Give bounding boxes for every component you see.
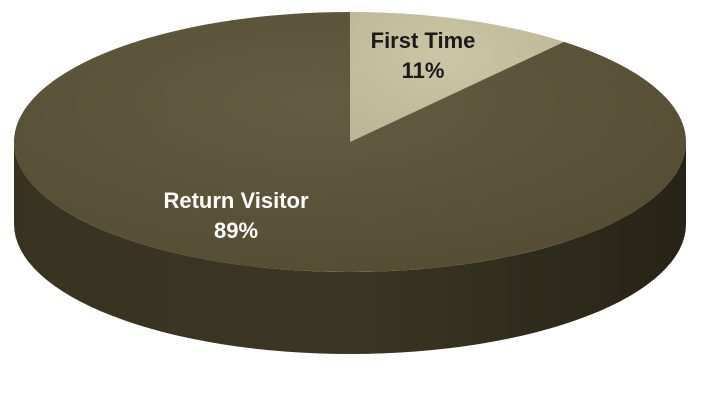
pie-labels: First Time 11% Return Visitor 89% xyxy=(163,28,475,243)
pie-slice-shade-return-visitor xyxy=(13,12,687,272)
pie-sides xyxy=(14,142,686,354)
slice-value-label-return-visitor: 89% xyxy=(214,218,258,243)
pie-top xyxy=(13,12,687,272)
slice-value-label-first-time: 11% xyxy=(402,58,445,83)
pie-side-shade-return-visitor xyxy=(14,142,686,354)
pie-slice-shade-first-time xyxy=(350,12,565,142)
slice-category-label-first-time: First Time xyxy=(371,28,476,53)
slice-category-label-return-visitor: Return Visitor xyxy=(163,188,309,213)
